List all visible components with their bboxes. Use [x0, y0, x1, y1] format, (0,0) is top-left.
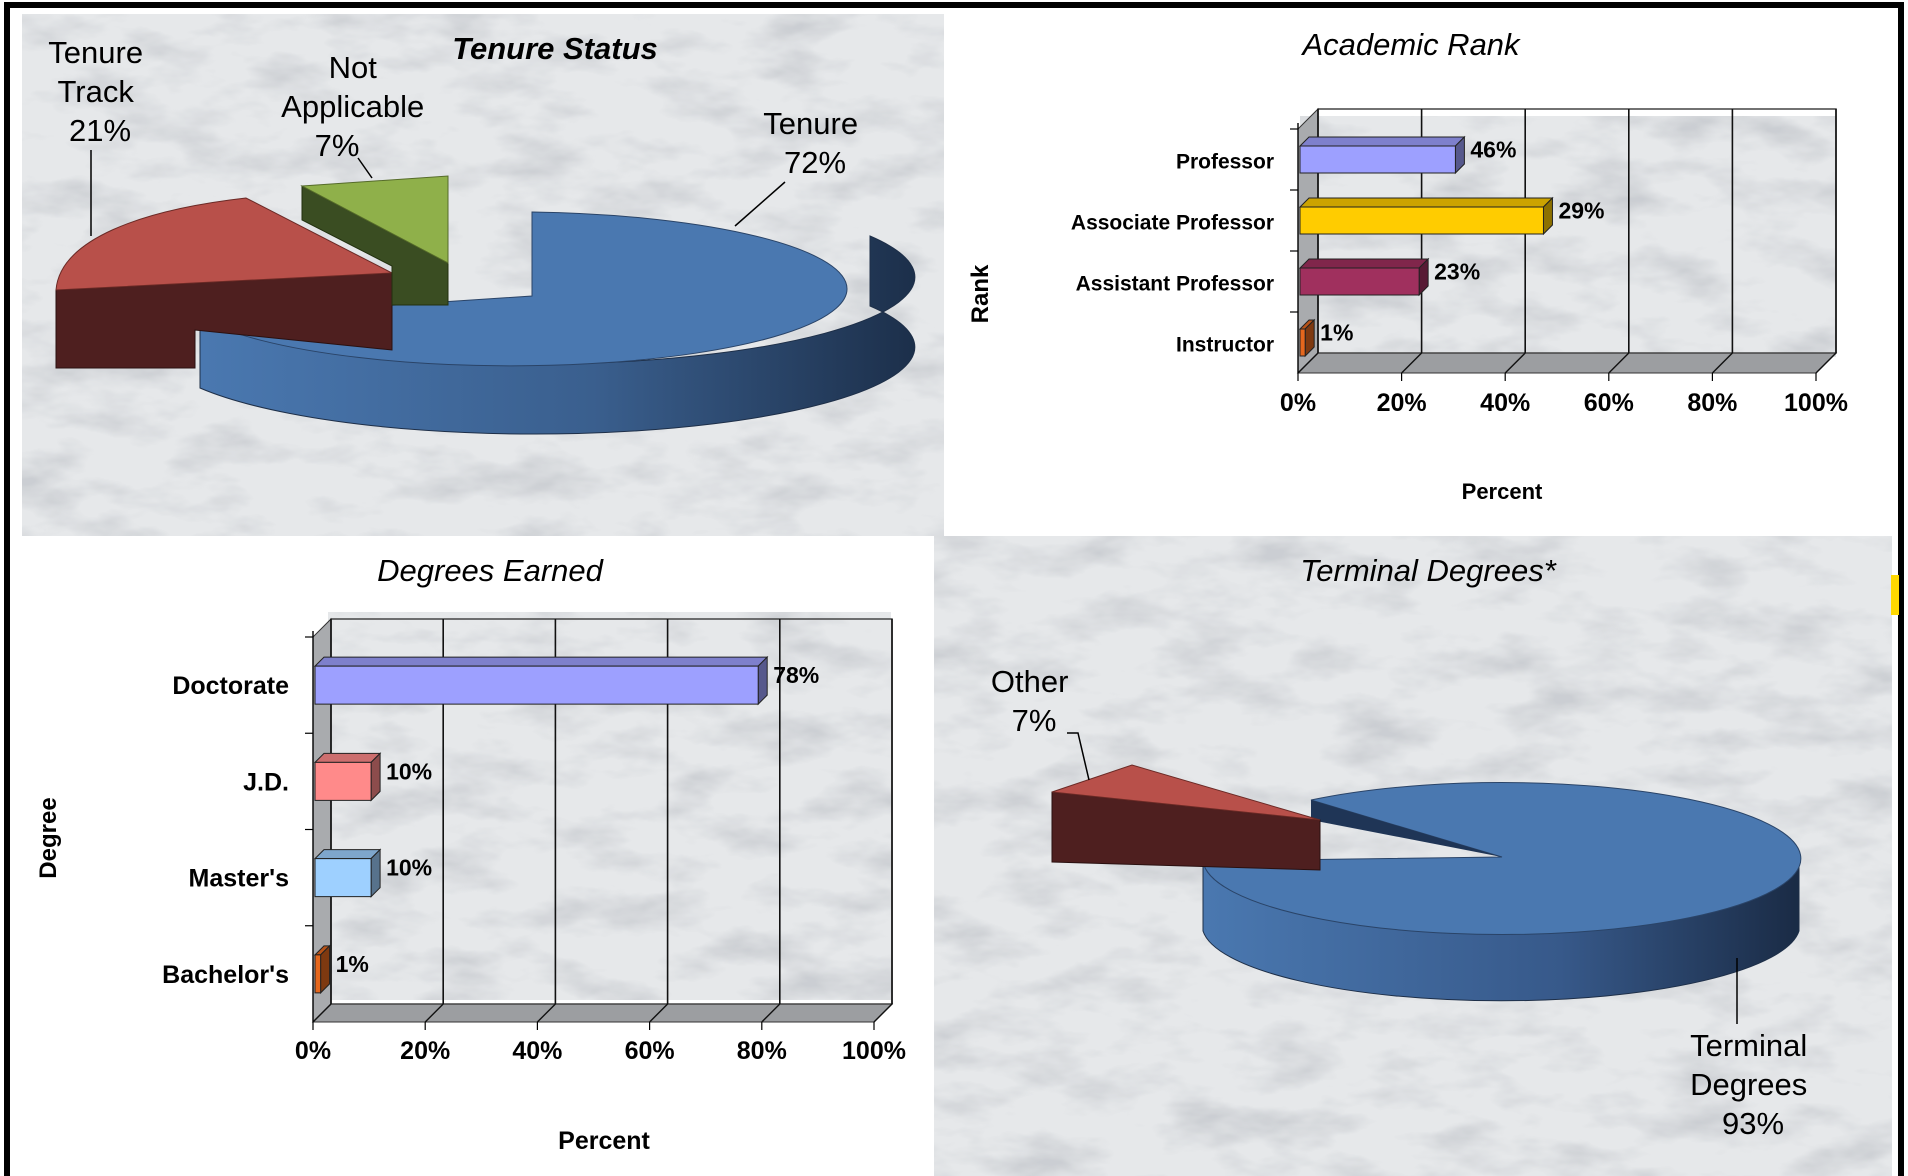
degrees-bar-top-master-s	[313, 849, 382, 860]
degrees-axis-label: Degree	[35, 797, 62, 878]
rank-value-label-assistant-professor: 23%	[1434, 259, 1480, 285]
degrees-tick-labels: 0% 20% 40% 60% 80% 100%	[295, 1037, 906, 1065]
rank-category-label-professor: Professor	[1176, 151, 1274, 174]
rank-tick-label: 60%	[1584, 389, 1634, 417]
rank-value-label-professor: 46%	[1470, 137, 1516, 163]
degrees-floor	[311, 1003, 894, 1023]
rank-floor-gridline	[1297, 352, 1319, 374]
rank-floor-gridline	[1815, 352, 1837, 374]
degrees-value-label-bachelor-s: 1%	[336, 951, 369, 977]
pie-slice-other	[1051, 764, 1321, 821]
degrees-category-label-j-d: J.D.	[243, 768, 289, 796]
rank-floor-gridline	[1504, 352, 1526, 374]
rank-category-label-instructor: Instructor	[1176, 334, 1274, 357]
tenure-chart-title: Tenure Status	[452, 31, 658, 66]
degrees-tick-label: 80%	[737, 1037, 787, 1065]
outer-border	[4, 2, 1904, 1176]
rank-tick-label: 20%	[1377, 389, 1427, 417]
rank-category-labels: Professor Associate Professor Assistant Pr…	[1071, 151, 1274, 357]
degrees-bar-side-j-d	[370, 752, 381, 802]
rank-tick-label: 80%	[1687, 389, 1737, 417]
rank-bar-top-assistant-professor	[1298, 258, 1430, 269]
pie-label-other: Other 7%	[991, 664, 1077, 738]
pie-label-terminal-degrees: Terminal Degrees 93%	[1690, 1028, 1816, 1141]
degrees-category-label-doctorate: Doctorate	[172, 672, 289, 700]
degrees-chart-title: Degrees Earned	[377, 553, 605, 588]
leader-line-not-applicable	[357, 157, 373, 179]
rank-bar-instructor	[1299, 328, 1306, 357]
yellow-edge-mark	[1891, 575, 1899, 615]
rank-bar-assistant-professor	[1299, 267, 1420, 296]
degrees-x-axis-label: Percent	[558, 1127, 650, 1155]
rank-x-axis-label: Percent	[1462, 479, 1543, 504]
degrees-tick-label: 100%	[842, 1037, 906, 1065]
rank-tick-label: 100%	[1784, 389, 1848, 417]
degrees-value-label-master-s: 10%	[386, 855, 432, 881]
degrees-floor-gridline	[312, 1003, 332, 1023]
pie-slice-terminal-wedge-shadow	[1311, 800, 1502, 857]
degrees-category-labels: Doctorate J.D. Master's Bachelor's	[162, 672, 289, 989]
degrees-tick-label: 20%	[400, 1037, 450, 1065]
rank-category-label-associate-professor: Associate Professor	[1071, 212, 1274, 235]
academic-rank-chart: Academic Rank 46% 29% 23% 1% Professor Assoc…	[967, 27, 1848, 504]
degrees-bar-j-d	[314, 761, 372, 801]
degrees-earned-chart: Degrees Earned 78% 10% 10% 1% Doctorate J.D.…	[35, 553, 906, 1155]
rank-category-label-assistant-professor: Assistant Professor	[1076, 273, 1274, 296]
degrees-bar-side-bachelor-s	[320, 944, 331, 995]
degrees-value-label-doctorate: 78%	[773, 662, 819, 688]
rank-bar-professor	[1299, 145, 1456, 174]
degrees-floor-gridline	[873, 1003, 893, 1023]
degrees-tick-label: 0%	[295, 1037, 331, 1065]
rank-value-label-instructor: 1%	[1320, 320, 1353, 346]
rank-floor-gridline	[1711, 352, 1733, 374]
degrees-category-label-master-s: Master's	[189, 865, 289, 893]
degrees-floor-gridline	[424, 1003, 444, 1023]
rank-value-label-associate-professor: 29%	[1558, 198, 1604, 224]
rank-tick-label: 40%	[1480, 389, 1530, 417]
degrees-value-label-j-d: 10%	[386, 758, 432, 784]
terminal-degrees-chart: Terminal Degrees* Other 7% Terminal Degr…	[991, 553, 1816, 1141]
rank-chart-title: Academic Rank	[1300, 27, 1521, 62]
degrees-tick-label: 40%	[512, 1037, 562, 1065]
degrees-floor-gridline	[536, 1003, 556, 1023]
degrees-tick-label: 60%	[625, 1037, 675, 1065]
degrees-bar-bachelor-s	[314, 954, 322, 994]
rank-floor	[1296, 352, 1838, 374]
pie-slice-tenure-track	[55, 197, 394, 291]
rank-floor-gridline	[1608, 352, 1630, 374]
degrees-floor-gridline	[761, 1003, 781, 1023]
degrees-bar-doctorate	[314, 665, 759, 705]
terminal-chart-title: Terminal Degrees*	[1300, 553, 1557, 588]
rank-bar-associate-professor	[1299, 206, 1544, 235]
rank-bars: 46% 29% 23% 1%	[1298, 135, 1605, 358]
pie-label-tenure: Tenure 72%	[763, 106, 866, 180]
leader-line-tenure	[734, 181, 786, 227]
rank-axis-label: Rank	[967, 264, 994, 323]
degrees-bars: 78% 10% 10% 1%	[313, 655, 819, 995]
degrees-bar-top-doctorate	[313, 656, 769, 667]
degrees-category-label-bachelor-s: Bachelor's	[162, 961, 289, 989]
leader-line-other	[1067, 732, 1090, 781]
degrees-bar-master-s	[314, 858, 372, 898]
degrees-bar-side-master-s	[370, 848, 381, 898]
pie-label-tenure-track: Tenure Track 21%	[48, 35, 151, 148]
degrees-floor-gridline	[649, 1003, 669, 1023]
tenure-status-chart: Tenure Status Tenure 72% Tenure Track 21…	[48, 31, 916, 435]
rank-bar-top-associate-professor	[1298, 197, 1554, 208]
pie-label-not-applicable: Not Applicable 7%	[281, 50, 433, 163]
degrees-bar-side-doctorate	[757, 655, 768, 706]
pie-slice-not-applicable	[300, 175, 449, 264]
rank-floor-gridline	[1401, 352, 1423, 374]
rank-tick-label: 0%	[1280, 389, 1316, 417]
degrees-bar-top-j-d	[313, 752, 382, 763]
pie-slice-terminal-degrees	[1202, 782, 1802, 936]
rank-bar-top-professor	[1298, 136, 1466, 147]
rank-tick-labels: 0% 20% 40% 60% 80% 100%	[1280, 389, 1848, 417]
